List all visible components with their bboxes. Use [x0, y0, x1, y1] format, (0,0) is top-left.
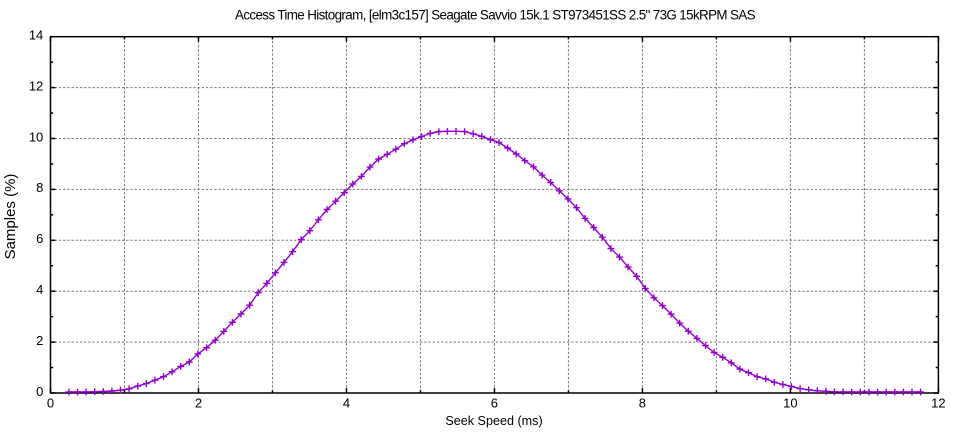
- svg-text:4: 4: [343, 396, 350, 411]
- svg-text:8: 8: [639, 396, 646, 411]
- svg-text:10: 10: [29, 129, 43, 144]
- svg-text:10: 10: [783, 396, 797, 411]
- svg-text:2: 2: [195, 396, 202, 411]
- svg-text:2: 2: [36, 333, 43, 348]
- svg-text:12: 12: [29, 78, 43, 93]
- svg-text:4: 4: [36, 282, 43, 297]
- svg-text:0: 0: [36, 384, 43, 399]
- svg-text:14: 14: [29, 28, 43, 43]
- svg-text:0: 0: [47, 396, 54, 411]
- svg-text:12: 12: [931, 396, 945, 411]
- svg-text:6: 6: [36, 231, 43, 246]
- svg-text:8: 8: [36, 180, 43, 195]
- svg-text:6: 6: [491, 396, 498, 411]
- svg-text:Samples (%): Samples (%): [2, 174, 19, 260]
- svg-text:Access Time Histogram, [elm3c1: Access Time Histogram, [elm3c157] Seagat…: [235, 7, 756, 22]
- svg-text:Seek Speed (ms): Seek Speed (ms): [445, 414, 542, 428]
